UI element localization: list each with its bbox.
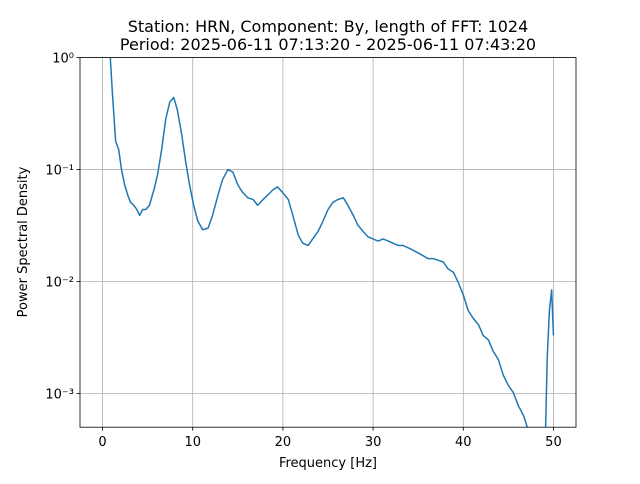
chart-title: Period: 2025-06-11 07:13:20 - 2025-06-11… <box>120 35 536 54</box>
y-tick-label: 10⁰ <box>52 52 74 67</box>
y-tick-label: 10⁻¹ <box>45 164 74 179</box>
x-axis-label: Frequency [Hz] <box>279 456 377 471</box>
psd-line <box>109 57 555 428</box>
x-tick-label: 10 <box>184 435 201 450</box>
x-tick-label: 20 <box>275 435 292 450</box>
chart-title: Station: HRN, Component: By, length of F… <box>128 17 529 36</box>
y-tick-label: 10⁻² <box>45 276 74 291</box>
y-axis-label: Power Spectral Density <box>16 166 31 317</box>
y-tick-label: 10⁻³ <box>45 387 74 402</box>
x-tick-label: 0 <box>98 435 106 450</box>
x-tick-label: 30 <box>365 435 382 450</box>
x-tick-label: 40 <box>455 435 472 450</box>
x-tick-label: 50 <box>545 435 562 450</box>
axes-frame <box>79 57 577 428</box>
plot-area <box>109 57 555 428</box>
